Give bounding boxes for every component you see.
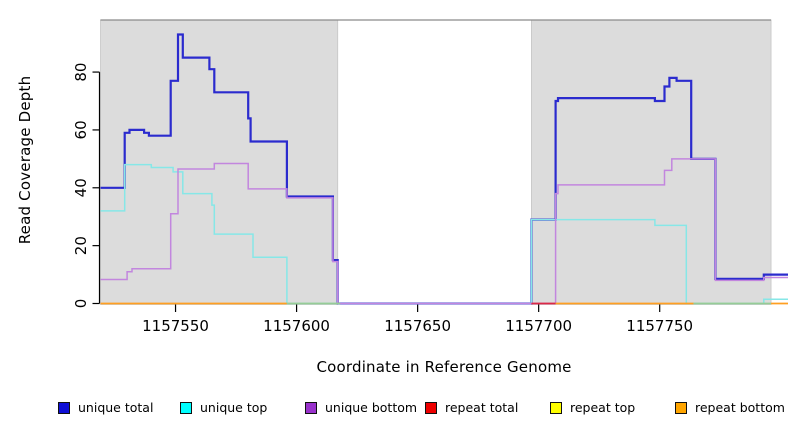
shaded-region — [530, 19, 772, 305]
y-axis: 0 20 40 60 80 — [72, 63, 101, 309]
legend-swatch-repeat-top — [550, 401, 562, 414]
x-tick-label: 1157750 — [626, 317, 693, 335]
legend-label: unique total — [78, 400, 154, 415]
y-tick-label: 80 — [72, 63, 90, 82]
legend-item-unique-top: unique top — [180, 400, 267, 415]
legend-swatch-unique-bottom — [305, 401, 317, 414]
x-axis: 1157550 1157600 1157650 1157700 1157750 — [142, 304, 693, 335]
legend-item-repeat-bottom: repeat bottom — [675, 400, 785, 415]
legend-swatch-repeat-bottom — [675, 401, 687, 414]
legend-item-repeat-top: repeat top — [550, 400, 635, 415]
legend-item-repeat-total: repeat total — [425, 400, 518, 415]
x-tick-label: 1157650 — [384, 317, 451, 335]
legend-label: repeat bottom — [695, 400, 785, 415]
y-axis-title: Read Coverage Depth — [16, 75, 34, 245]
series-line-unique-top — [100, 163, 788, 305]
y-tick-label: 0 — [72, 299, 90, 309]
series-line-unique-total — [100, 33, 788, 305]
x-tick-label: 1157700 — [505, 317, 572, 335]
x-tick-label: 1157550 — [142, 317, 209, 335]
series-line-unique-bottom — [100, 158, 788, 305]
legend-swatch-unique-top — [180, 401, 192, 414]
legend-label: unique top — [200, 400, 268, 415]
x-axis-title: Coordinate in Reference Genome — [316, 358, 572, 376]
legend-swatch-repeat-total — [425, 401, 437, 414]
legend-swatch-unique-total — [58, 401, 70, 414]
legend-label: repeat total — [445, 400, 519, 415]
x-tick-label: 1157600 — [263, 317, 330, 335]
legend-item-unique-total: unique total — [58, 400, 153, 415]
y-tick-label: 60 — [72, 120, 90, 139]
legend-label: unique bottom — [325, 400, 418, 415]
legend-item-unique-bottom: unique bottom — [305, 400, 417, 415]
y-tick-label: 40 — [72, 178, 90, 197]
y-tick-label: 20 — [72, 236, 90, 255]
shaded-region — [100, 19, 339, 305]
legend-label: repeat top — [570, 400, 636, 415]
